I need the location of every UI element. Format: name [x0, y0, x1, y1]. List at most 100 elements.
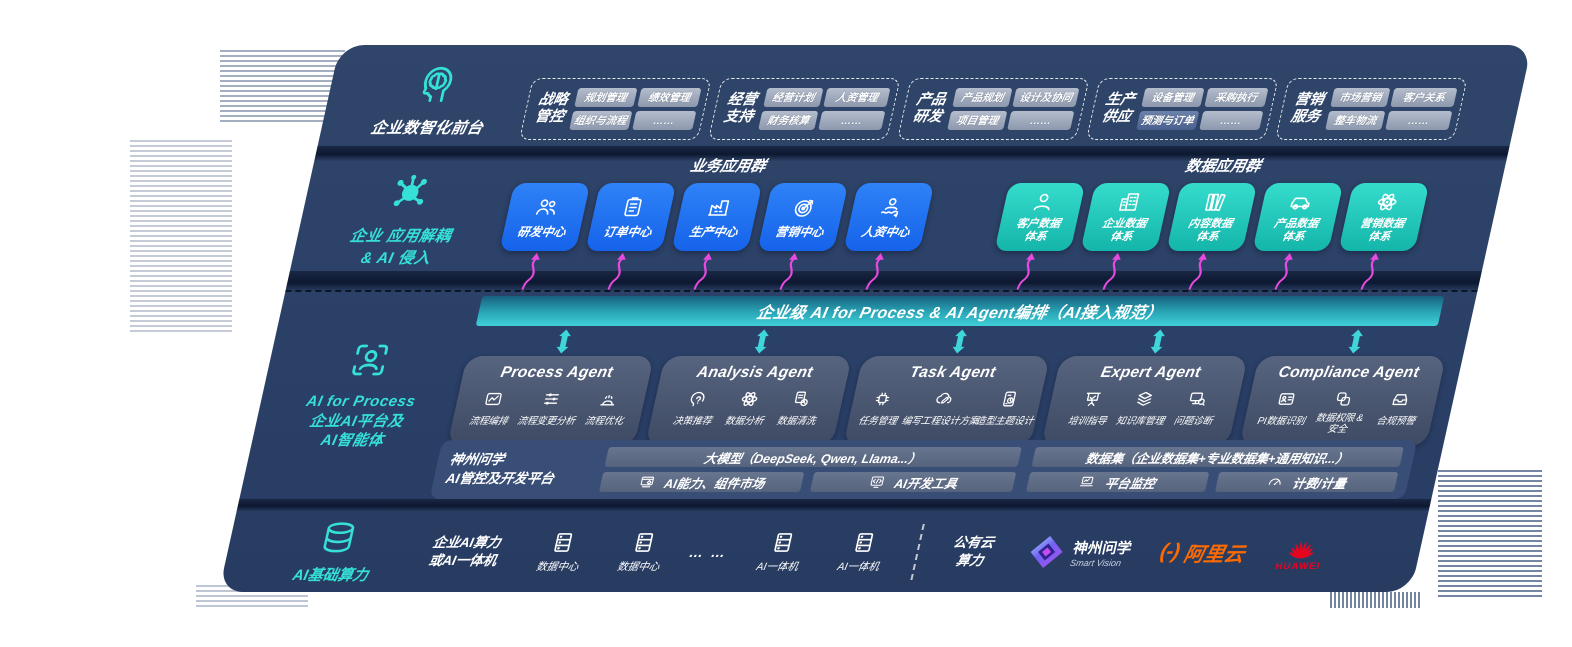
module-pill: 经营计划 — [763, 88, 824, 107]
molecule-icon — [385, 171, 436, 213]
enterprise-compute-label: 企业AI算力 或AI一体机 — [427, 534, 503, 568]
ai-orchestration-bus: 企业级 AI for Process & AI Agent编排（AI接入规范） — [475, 296, 1445, 326]
capability-icon — [539, 389, 563, 409]
data-icon — [1029, 190, 1058, 214]
ai-appliance-node: AI一体机 — [745, 530, 817, 574]
platform-brand-line1: 神州问学 — [448, 452, 506, 468]
app-box-rd-center: 研发中心 — [499, 183, 591, 251]
data-box-enterprise: 企业数据 体系 — [1080, 183, 1172, 251]
module-pill: 绩效管理 — [636, 88, 702, 107]
data-box-customer: 客户数据 体系 — [994, 183, 1086, 251]
curve-arrow-icon — [1358, 252, 1386, 290]
app-icon — [533, 195, 562, 219]
public-cloud-label: 公有云 算力 — [951, 534, 996, 568]
app-icon — [619, 195, 648, 219]
process-agent-card: Process Agent 流程编排 流程变更分析 流程优化 — [447, 356, 655, 446]
module-pill: 采购执行 — [1203, 88, 1269, 107]
module-pill: …… — [1198, 111, 1264, 130]
module-pill: 市场营销 — [1330, 88, 1391, 107]
app-box-order-center: 订单中心 — [585, 183, 677, 251]
module-pill: …… — [631, 111, 697, 130]
ai-appliance-node: AI一体机 — [826, 530, 898, 574]
bus-title: 企业级 AI for Process & AI Agent编排（AI接入规范） — [754, 305, 1165, 322]
capability-icon — [737, 389, 761, 409]
analysis-agent-card: Analysis Agent 决策推荐 数据分析 数据清洗 — [645, 356, 853, 446]
capability-icon — [1186, 389, 1210, 409]
ai-capability-market-pill: AI能力、组件市场 — [598, 472, 805, 492]
curve-arrow-icon — [1100, 252, 1128, 290]
curve-arrow-icon — [1272, 252, 1300, 290]
group-label: 服务 — [1289, 109, 1322, 125]
app-icon — [705, 195, 734, 219]
group-label: 生产 — [1104, 91, 1137, 108]
agent-title: Process Agent — [499, 364, 615, 381]
data-icon — [1201, 190, 1230, 214]
module-pill: 客户关系 — [1390, 88, 1458, 107]
decor-stripes — [1438, 470, 1542, 598]
agent-title: Analysis Agent — [695, 364, 815, 381]
capability-icon — [597, 389, 621, 409]
monitor-icon — [1078, 474, 1098, 490]
curve-arrow-icon — [1014, 252, 1042, 290]
huawei-flower-icon — [1278, 533, 1328, 560]
module-pill: 设备管理 — [1141, 88, 1204, 107]
app-box-production-center: 生产中心 — [671, 183, 763, 251]
ai-layer-rail-label: AI for Process 企业AI平台及 AI智能体 — [268, 339, 457, 451]
ai-layer-title-line2: 企业AI平台及 — [307, 412, 406, 430]
devtool-icon — [867, 474, 887, 490]
decouple-rail-label: 企业 应用解耦 & AI 侵入 — [315, 171, 495, 268]
gauge-icon — [1265, 474, 1285, 490]
billing-metering-pill: 计费/计量 — [1214, 472, 1399, 492]
data-icon — [1115, 190, 1144, 214]
module-pill: 财务核算 — [758, 111, 819, 130]
double-arrow-vertical-icon — [553, 329, 574, 354]
app-icon — [791, 195, 820, 219]
ai-layer-title-line3: AI智能体 — [319, 432, 386, 449]
group-production-supply: 生产 供应 设备管理 采购执行 预测与订单 …… — [1085, 78, 1279, 140]
datacenter-node: 数据中心 — [525, 530, 597, 574]
group-label: 战略 — [537, 91, 570, 108]
group-label: 经营 — [726, 91, 759, 108]
ai-access-boundary-line — [285, 290, 1478, 292]
app-box-marketing-center: 营销中心 — [757, 183, 849, 251]
curve-arrow-icon — [863, 252, 891, 290]
group-label: 支持 — [722, 109, 755, 125]
module-pill: 项目管理 — [947, 111, 1008, 130]
app-label: 研发中心 — [516, 224, 568, 239]
person-scan-icon — [345, 339, 396, 381]
capability-icon — [1080, 389, 1104, 409]
data-box-content: 内容数据 体系 — [1166, 183, 1258, 251]
infra-title: AI基础算力 — [290, 567, 370, 584]
double-arrow-vertical-icon — [949, 329, 970, 354]
module-pill: …… — [1385, 111, 1453, 130]
curve-arrow-icon — [1186, 252, 1214, 290]
module-pill: 产品规划 — [952, 88, 1013, 107]
agent-title: Expert Agent — [1099, 364, 1203, 381]
group-strategy: 战略 管控 规划管理 绩效管理 组织与流程 …… — [518, 78, 712, 140]
app-box-hr-center: 人资中心 — [843, 183, 935, 251]
server-icon — [547, 530, 578, 555]
datacenter-node: 数据中心 — [606, 530, 678, 574]
server-icon — [628, 530, 659, 555]
data-icon — [1287, 190, 1316, 214]
layer-divider — [236, 499, 1432, 512]
model-bar: 大模型（DeepSeek, Qwen, Llama...） — [604, 447, 1022, 467]
group-operation: 经营 支持 经营计划 人资管理 财务核算 …… — [707, 78, 901, 140]
sv-diamond-logo-icon — [1025, 534, 1069, 570]
diagram-panel: 企业数智化前台 企业 应用解耦 & AI 侵入 AI for Process 企… — [218, 45, 1532, 592]
vendor-alibaba-cloud: (-) 阿里云 — [1158, 540, 1247, 566]
module-pill: 组织与流程 — [569, 111, 632, 130]
capability-icon — [1274, 389, 1298, 409]
infrastructure-layer: AI基础算力 企业AI算力 或AI一体机 数据中心 数据中心 … … AI一体机… — [219, 512, 1429, 592]
capability-icon — [685, 389, 709, 409]
decor-stripes — [220, 50, 345, 122]
business-app-cluster: 业务应用群 研发中心 订单中心 生产中心 营销中心 人资中心 — [491, 155, 941, 290]
module-pill: 规划管理 — [574, 88, 637, 107]
group-product-rd: 产品 研发 产品规划 设计及协同 项目管理 …… — [896, 78, 1090, 140]
task-agent-card: Task Agent 任务管理 编写工程设计方案 造型主题设计 — [843, 356, 1051, 446]
compliance-agent-card: Compliance Agent PI数据识别 数据权限 & 安全 合规预警 — [1239, 356, 1447, 446]
platform-monitor-pill: 平台监控 — [1025, 472, 1210, 492]
group-label: 研发 — [911, 109, 944, 125]
module-pill: 预测与订单 — [1136, 111, 1199, 130]
capability-icon — [789, 389, 813, 409]
